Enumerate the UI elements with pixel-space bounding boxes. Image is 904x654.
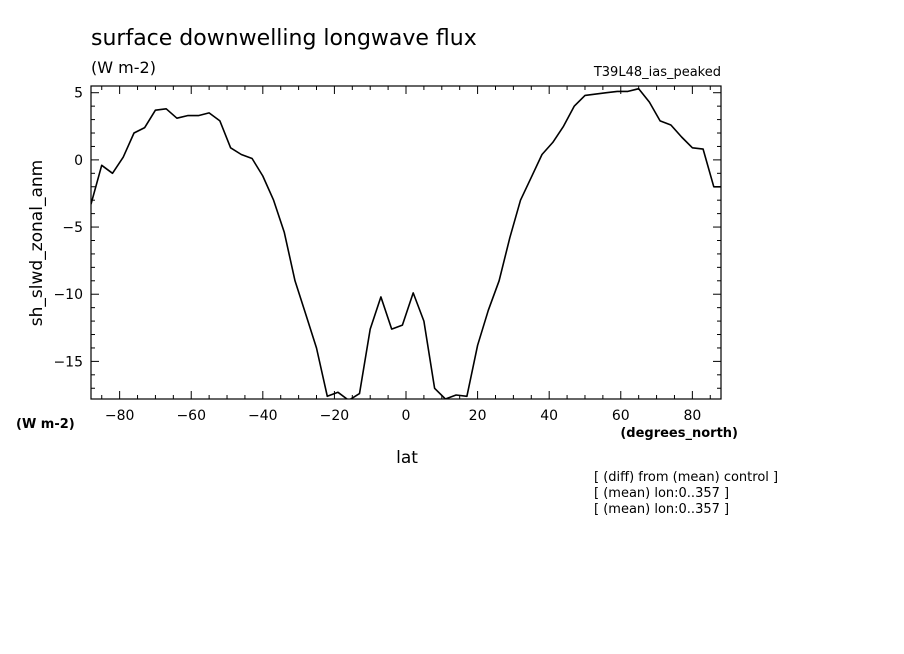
x-tick-label: 0 [402,408,411,424]
x-tick-label: 20 [469,408,487,424]
x-tick-label: −20 [320,408,350,424]
x-axis-ticks: −80 −60 −40 −20 0 20 40 60 80 [101,86,711,424]
plot-frame [90,85,722,400]
note-line-3: [ (mean) lon:0..357 ] [594,502,729,517]
chart-title: surface downwelling longwave flux [91,26,477,51]
x-tick-label: 80 [683,408,701,424]
x-tick-label: 60 [612,408,630,424]
y-tick-label: 0 [74,153,83,169]
y-tick-label: −15 [53,354,83,370]
y-axis-label: sh_slwd_zonal_anm [27,160,47,326]
plot-area: −80 −60 −40 −20 0 20 40 60 80 5 0 −5 −10 −15 [53,85,722,424]
note-line-2: [ (mean) lon:0..357 ] [594,486,729,501]
chart-subtitle-units: (W m-2) [91,58,156,77]
y-tick-label: −10 [53,287,83,303]
series-layer [91,87,721,399]
x-axis-label: lat [396,448,418,468]
y-axis-ticks: 5 0 −5 −10 −15 [53,86,721,389]
y-tick-label: 5 [74,86,83,102]
y-tick-label: −5 [62,220,83,236]
series-line-0 [91,87,721,399]
x-tick-label: −80 [105,408,135,424]
x-tick-label: 40 [540,408,558,424]
run-label: T39L48_ias_peaked [593,65,721,80]
note-line-1: [ (diff) from (mean) control ] [594,470,778,485]
x-tick-label: −60 [176,408,206,424]
x-axis-units: (degrees_north) [620,426,738,441]
x-tick-label: −40 [248,408,278,424]
y-axis-units: (W m-2) [16,417,75,432]
